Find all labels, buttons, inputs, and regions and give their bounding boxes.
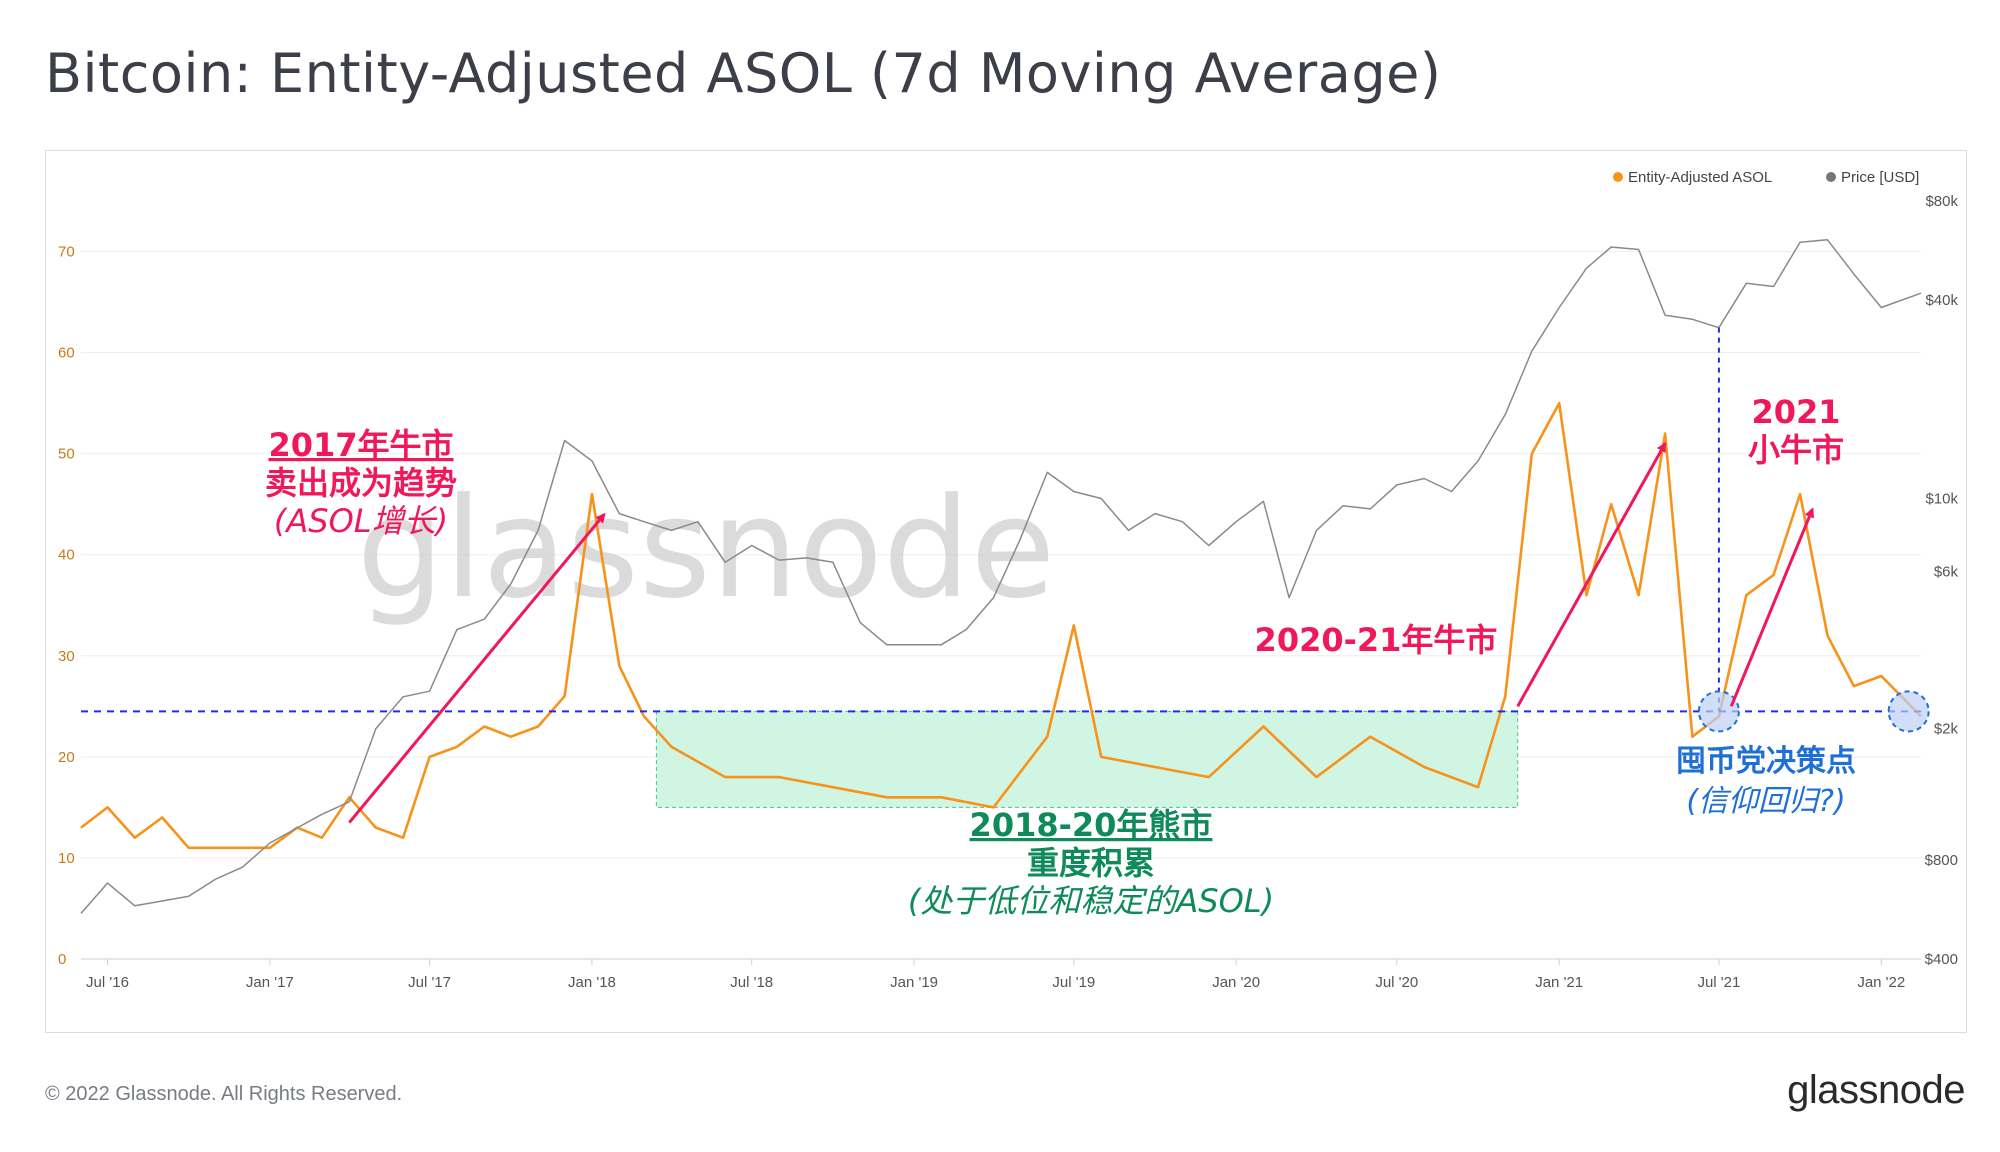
trend-arrow: [1729, 507, 1815, 707]
legend-price-label[interactable]: Price [USD]: [1841, 169, 1919, 186]
y-right-tick-label: $6k: [1934, 564, 1959, 581]
y-left-tick-label: 50: [58, 446, 75, 463]
chart-frame: 0 10 20 30 40 50 60 70 $400 $800 $2k $6k $10k $40k $8…: [45, 150, 1967, 1033]
y-left-tick-label: 30: [58, 648, 75, 665]
trend-arrow: [1516, 441, 1667, 708]
trend-arrow: [348, 512, 606, 824]
x-tick-label: Jul '16: [86, 974, 129, 991]
legend-asol-marker: [1613, 172, 1623, 182]
accumulation-band: [655, 710, 1519, 808]
legend: Entity-Adjusted ASOL Price [USD]: [1613, 169, 1919, 186]
price-series-line: [80, 239, 1922, 914]
x-tick-label: Jul '17: [408, 974, 451, 991]
annotation-line: 小牛市: [1748, 431, 1844, 469]
y-right-tick-label: $800: [1925, 852, 1958, 869]
annotation-line: (信仰回归?): [1686, 784, 1845, 819]
annotation-line: 囤币党决策点: [1676, 744, 1856, 779]
x-axis: Jul '16 Jan '17 Jul '17 Jan '18 Jul '18 Jan '…: [81, 958, 1921, 991]
x-tick-label: Jan '17: [246, 974, 294, 991]
x-tick-label: Jan '18: [568, 974, 616, 991]
chart-svg: 0 10 20 30 40 50 60 70 $400 $800 $2k $6k $10k $40k $8…: [58, 169, 1959, 991]
y-right-tick-label: $2k: [1934, 721, 1959, 738]
x-tick-label: Jul '18: [730, 974, 773, 991]
decision-point-circle: [1697, 690, 1740, 733]
y-left-tick-label: 20: [58, 749, 75, 766]
y-right-tick-label: $10k: [1925, 490, 1958, 507]
y-right-tick-label: $400: [1925, 951, 1958, 968]
annotation-text: 2020-21年牛市: [1255, 621, 1498, 659]
y-right-tick-label: $40k: [1925, 292, 1958, 309]
reference-lines: [81, 327, 1930, 733]
y-left-tick-label: 10: [58, 850, 75, 867]
y-left-tick-label: 0: [58, 951, 66, 968]
band-layer: [655, 710, 1519, 808]
x-tick-label: Jan '19: [890, 974, 938, 991]
y-left-tick-label: 70: [58, 244, 75, 261]
y-axis-right: $400 $800 $2k $6k $10k $40k $80k: [1925, 193, 1959, 968]
asol-series-line: [80, 401, 1922, 850]
watermark: glassnode: [357, 468, 1056, 629]
x-tick-label: Jul '19: [1052, 974, 1095, 991]
x-tick-label: Jan '21: [1535, 974, 1583, 991]
x-tick-label: Jul '20: [1375, 974, 1418, 991]
annotation-line: (处于低位和稳定的ASOL): [908, 882, 1274, 920]
arrow-layer: [348, 441, 1815, 824]
y-axis-left: 0 10 20 30 40 50 60 70: [58, 244, 75, 968]
annotation-line: (ASOL增长): [274, 502, 448, 540]
y-left-tick-label: 60: [58, 345, 75, 362]
y-right-tick-label: $80k: [1925, 193, 1958, 210]
y-left-tick-label: 40: [58, 547, 75, 564]
x-tick-label: Jan '22: [1857, 974, 1905, 991]
annotation-text: 2017年牛市卖出成为趋势(ASOL增长): [265, 426, 457, 540]
x-tick-label: Jan '20: [1212, 974, 1260, 991]
annotation-line: 2018-20年熊市: [970, 806, 1213, 844]
legend-asol-label[interactable]: Entity-Adjusted ASOL: [1628, 169, 1772, 186]
annotation-line: 2021: [1751, 393, 1840, 431]
annotation-text: 囤币党决策点 (信仰回归?): [1676, 744, 1856, 819]
legend-price-marker: [1826, 172, 1836, 182]
glassnode-logo[interactable]: glassnode: [1787, 1068, 1965, 1112]
page-title: Bitcoin: Entity-Adjusted ASOL (7d Moving…: [45, 42, 1442, 105]
series-layer: [80, 239, 1922, 914]
annotation-line: 卖出成为趋势: [265, 464, 457, 502]
decision-point-circle: [1887, 690, 1930, 733]
copyright-text: © 2022 Glassnode. All Rights Reserved.: [45, 1083, 403, 1105]
x-tick-label: Jul '21: [1697, 974, 1740, 991]
annotation-line: 2017年牛市: [268, 426, 453, 464]
annotation-line: 2020-21年牛市: [1255, 621, 1498, 659]
annotation-text: 2018-20年熊市重度积累(处于低位和稳定的ASOL): [908, 806, 1274, 920]
annotation-line: 重度积累: [1027, 844, 1155, 882]
annotation-text: 2021 小牛市: [1748, 393, 1844, 469]
